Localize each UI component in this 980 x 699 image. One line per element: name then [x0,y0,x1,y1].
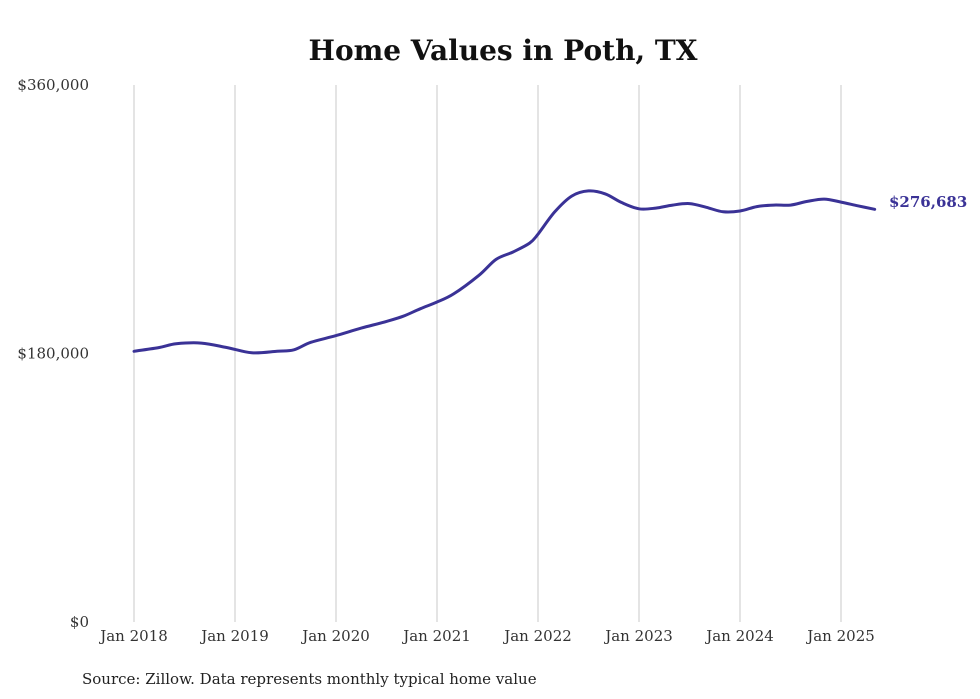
x-tick-label: Jan 2024 [704,627,774,645]
y-axis-ticks: $0 $180,000 $360,000 [17,76,89,631]
y-tick-label: $180,000 [17,345,89,363]
x-axis-ticks: Jan 2018 Jan 2019 Jan 2020 Jan 2021 Jan 2022… [98,627,875,645]
y-tick-label: $360,000 [17,76,89,94]
home-value-line [132,189,877,355]
y-tick-label: $0 [70,613,89,631]
x-tick-label: Jan 2021 [401,627,471,645]
vertical-gridlines [133,85,842,622]
x-tick-label: Jan 2020 [300,627,370,645]
x-tick-label: Jan 2025 [805,627,875,645]
chart-title: Home Values in Poth, TX [308,34,697,67]
x-tick-label: Jan 2018 [98,627,168,645]
latest-value-label: $276,683 [889,193,967,211]
x-tick-label: Jan 2022 [502,627,572,645]
x-tick-label: Jan 2023 [603,627,673,645]
source-note: Source: Zillow. Data represents monthly … [82,670,537,688]
x-tick-label: Jan 2019 [199,627,269,645]
